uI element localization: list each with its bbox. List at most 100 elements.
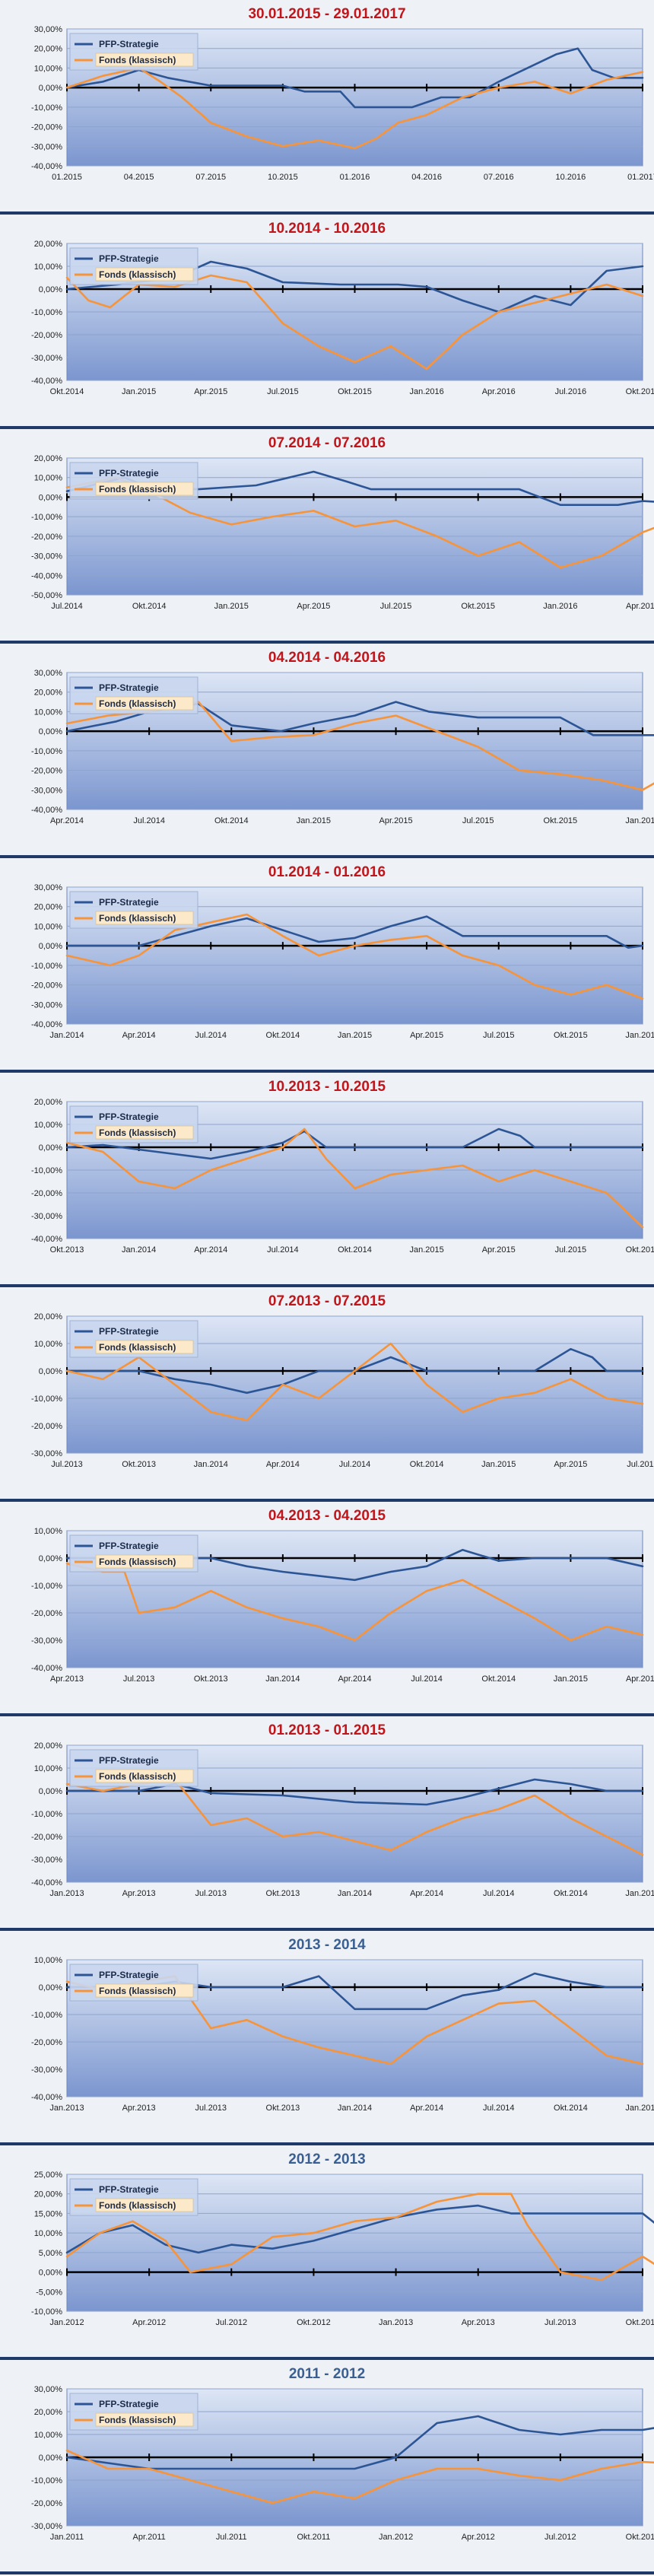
x-tick-label: 04.2015 [124, 173, 154, 182]
legend-label-fonds: Fonds (klassisch) [99, 913, 176, 924]
x-tick-label: Apr.2015 [482, 1245, 516, 1255]
chart-panel: 01.2014 - 01.2016 30,00% 20,00% 10,00% 0,00%… [0, 858, 654, 1073]
y-tick-label: 10,00% [34, 922, 63, 931]
series-line-fonds [65, 1562, 644, 1642]
x-tick-label: Jan.2013 [49, 1889, 84, 1898]
y-tick-label: -10,00% [31, 747, 62, 756]
chart-svg: 04.2014 - 04.2016 30,00% 20,00% 10,00% 0,00%… [31, 650, 654, 825]
x-tick-label: Jan.2015 [122, 387, 156, 396]
y-tick-label: -20,00% [31, 767, 62, 776]
y-tick-label: -10,00% [31, 2307, 62, 2317]
x-tick-label: Jan.2016 [625, 816, 654, 825]
y-tick-label: 15,00% [34, 2209, 63, 2218]
y-tick-label: -40,00% [31, 377, 62, 386]
x-tick-label: Jul.2013 [195, 1889, 227, 1898]
y-tick-label: 20,00% [34, 45, 63, 54]
chart-panel: 2013 - 2014 10,00% 0,00% -10,00% -20,00% -30,… [0, 1931, 654, 2145]
legend-label-fonds: Fonds (klassisch) [99, 1771, 176, 1782]
y-tick-label: 0,00% [39, 942, 62, 951]
y-tick-label: -40,00% [31, 806, 62, 815]
chart-panel: 30.01.2015 - 29.01.2017 30,00% 20,00% 10,00… [0, 0, 654, 215]
legend-highlight [95, 1340, 194, 1354]
x-tick-label: Jul.2014 [339, 1460, 371, 1469]
x-tick-label: Jan.2015 [625, 2104, 654, 2113]
y-tick-label: -30,00% [31, 1212, 62, 1221]
chart-svg: 2013 - 2014 10,00% 0,00% -10,00% -20,00% -30,… [31, 1937, 654, 2113]
x-tick-label: Jul.2015 [267, 387, 299, 396]
legend-label-fonds: Fonds (klassisch) [99, 2415, 176, 2425]
x-tick-label: Apr.2015 [297, 602, 330, 611]
x-tick-label: 01.2016 [340, 173, 370, 182]
y-tick-label: 0,00% [39, 493, 62, 502]
x-tick-label: Okt.2013 [626, 2318, 654, 2327]
legend-label-fonds: Fonds (klassisch) [99, 1127, 176, 1138]
y-tick-label: 0,00% [39, 2454, 62, 2463]
x-tick-label: Jan.2013 [379, 2318, 413, 2327]
y-tick-label: 20,00% [34, 903, 63, 912]
x-tick-label: Apr.2012 [462, 2533, 495, 2542]
series-line-fonds [65, 476, 654, 569]
series-line-fonds [65, 1342, 644, 1422]
chart-panel: 01.2013 - 01.2015 20,00% 10,00% 0,00% -10,00… [0, 1716, 654, 1931]
legend-label-pfp: PFP-Strategie [99, 1970, 159, 1980]
y-tick-label: 10,00% [34, 708, 63, 717]
x-tick-label: Jan.2015 [214, 602, 249, 611]
y-tick-label: 10,00% [34, 64, 63, 73]
series-line-fonds [65, 913, 644, 1000]
legend-label-fonds: Fonds (klassisch) [99, 1342, 176, 1353]
x-tick-label: Apr.2013 [122, 1889, 156, 1898]
x-tick-label: Apr.2014 [122, 1031, 156, 1040]
x-tick-label: Jan.2015 [554, 1674, 588, 1684]
y-tick-label: -20,00% [31, 1422, 62, 1431]
series-line-fonds [65, 1127, 644, 1229]
x-tick-label: Okt.2013 [50, 1245, 84, 1255]
series-line-pfp [65, 2415, 654, 2470]
y-tick-label: -30,00% [31, 786, 62, 795]
y-tick-label: -30,00% [31, 354, 62, 363]
x-tick-label: 01.2017 [627, 173, 654, 182]
x-tick-label: Jan.2014 [338, 1889, 372, 1898]
y-tick-label: 10,00% [34, 1764, 63, 1773]
series-line-pfp [65, 915, 644, 949]
chart-panel: 2011 - 2012 30,00% 20,00% 10,00% 0,00% -10,00… [0, 2360, 654, 2574]
x-tick-label: Apr.2014 [338, 1674, 371, 1684]
y-tick-label: -10,00% [31, 1810, 62, 1819]
x-tick-label: Jul.2015 [627, 1460, 654, 1469]
x-tick-label: Jan.2011 [50, 2533, 84, 2542]
series-line-fonds [65, 67, 644, 150]
chart-title: 2013 - 2014 [288, 1937, 366, 1953]
series-line-fonds [65, 274, 644, 370]
y-tick-label: 10,00% [34, 1527, 63, 1536]
chart-svg: 07.2014 - 07.2016 20,00% 10,00% 0,00% -10,00… [31, 435, 654, 611]
x-tick-label: Okt.2013 [122, 1460, 156, 1469]
x-tick-label: Okt.2016 [626, 387, 654, 396]
legend-label-pfp: PFP-Strategie [99, 468, 159, 479]
y-tick-label: -10,00% [31, 1395, 62, 1404]
legend-label-fonds: Fonds (klassisch) [99, 55, 176, 65]
x-tick-label: Jan.2016 [543, 602, 577, 611]
x-tick-label: Jul.2014 [483, 2104, 515, 2113]
y-tick-label: -10,00% [31, 962, 62, 971]
x-tick-label: Okt.2014 [338, 1245, 372, 1255]
y-tick-label: -40,00% [31, 1235, 62, 1244]
x-tick-label: Apr.2015 [554, 1460, 587, 1469]
legend-highlight [95, 1769, 194, 1783]
series-line-pfp [65, 1548, 644, 1582]
legend-highlight [95, 2198, 194, 2212]
x-tick-label: Jul.2012 [544, 2533, 576, 2542]
y-tick-label: -20,00% [31, 2499, 62, 2508]
chart-panel: 10.2013 - 10.2015 20,00% 10,00% 0,00% -10,00… [0, 1073, 654, 1287]
x-tick-label: Okt.2014 [554, 2104, 588, 2113]
chart-panel: 10.2014 - 10.2016 20,00% 10,00% 0,00% -10,00… [0, 215, 654, 429]
x-tick-label: Apr.2014 [194, 1245, 227, 1255]
x-tick-label: Jul.2011 [216, 2533, 247, 2542]
x-tick-label: Jul.2014 [483, 1889, 515, 1898]
x-tick-label: Okt.2015 [461, 602, 495, 611]
x-tick-label: Jul.2013 [123, 1674, 155, 1684]
x-tick-label: Apr.2016 [626, 602, 654, 611]
y-tick-label: -30,00% [31, 2066, 62, 2075]
y-tick-label: -20,00% [31, 1189, 62, 1198]
y-tick-label: -30,00% [31, 1000, 62, 1010]
chart-panel: 04.2013 - 04.2015 10,00% 0,00% -10,00% -20,0… [0, 1502, 654, 1716]
y-tick-label: -40,00% [31, 571, 62, 580]
